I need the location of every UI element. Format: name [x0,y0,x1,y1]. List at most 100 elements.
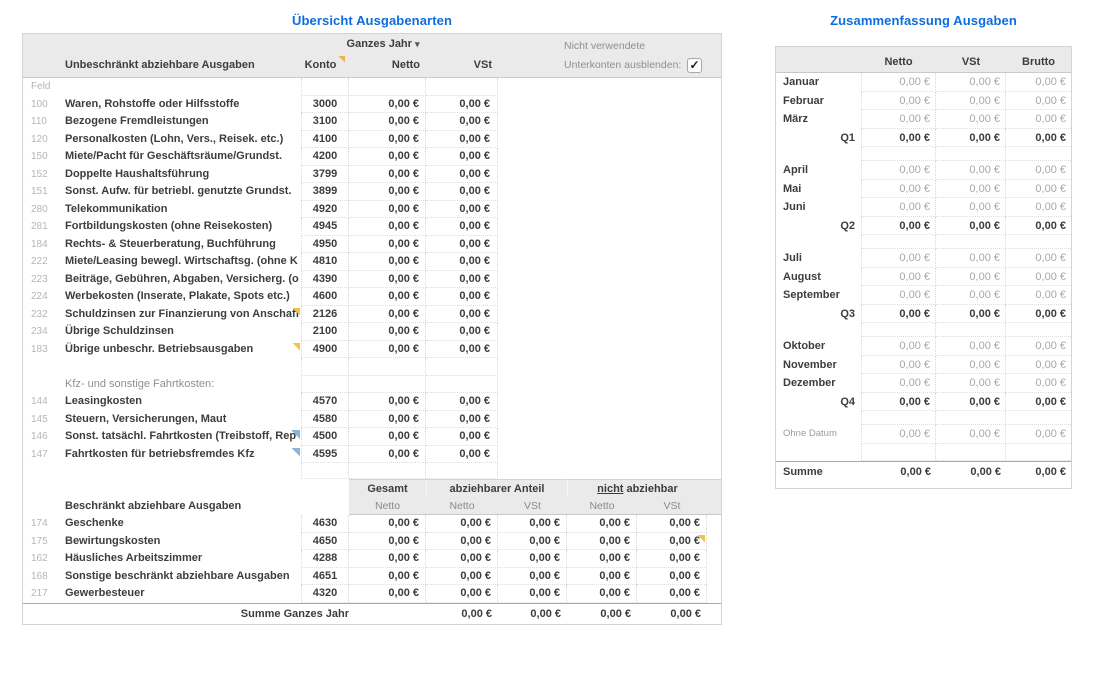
nicht-abziehbar-vst-cell[interactable]: 0,00 € [637,550,707,568]
netto-cell[interactable]: 0,00 € [861,161,936,180]
abziehbar-netto-cell[interactable]: 0,00 € [426,532,498,550]
brutto-cell[interactable] [1006,444,1071,461]
brutto-cell[interactable]: 0,00 € [1006,305,1071,323]
period-label-cell[interactable]: Q3 [840,307,855,320]
gesamt-netto-cell[interactable]: 0,00 € [349,515,426,533]
konto-cell[interactable]: 4580 [301,410,349,428]
vst-cell[interactable]: 0,00 € [936,392,1006,411]
vst-cell[interactable]: 0,00 € [936,161,1006,180]
expense-label-cell[interactable]: Miete/Leasing bewegl. Wirtschaftsg. (ohn… [65,255,298,267]
vst-cell[interactable]: 0,00 € [936,73,1006,92]
hide-subaccounts-checkbox[interactable]: ✓ [687,58,702,73]
konto-cell[interactable]: 4950 [301,235,349,253]
expense-label-cell[interactable]: Personalkosten (Lohn, Vers., Reisek. etc… [65,132,284,145]
netto-cell[interactable]: 0,00 € [349,113,426,131]
vst-cell[interactable]: 0,00 € [936,374,1006,393]
vst-cell[interactable] [426,358,498,376]
abziehbar-netto-cell[interactable]: 0,00 € [426,585,498,603]
brutto-cell[interactable]: 0,00 € [1006,198,1071,217]
vst-cell[interactable]: 0,00 € [426,253,498,271]
netto-cell[interactable]: 0,00 € [349,305,426,323]
netto-cell[interactable]: 0,00 € [349,95,426,113]
nicht-abziehbar-vst-cell[interactable]: 0,00 € [637,532,707,550]
period-label-cell[interactable]: Summe [783,465,823,478]
netto-cell[interactable] [349,358,426,376]
abziehbar-vst-cell[interactable]: 0,00 € [498,532,567,550]
period-label-cell[interactable]: Ohne Datum [783,428,837,439]
expense-label-cell[interactable] [63,78,301,96]
vst-cell[interactable]: 0,00 € [936,286,1006,305]
vst-cell[interactable] [426,78,498,96]
vst-cell[interactable]: 0,00 € [426,305,498,323]
netto-cell[interactable]: 0,00 € [349,218,426,236]
brutto-cell[interactable]: 0,00 € [1006,249,1071,268]
konto-cell[interactable]: 3100 [301,113,349,131]
konto-cell[interactable]: 4320 [301,585,349,603]
expense-label-cell[interactable]: Kfz- und sonstige Fahrtkosten: [65,377,215,390]
konto-cell[interactable]: 4390 [301,270,349,288]
nicht-abziehbar-netto-cell[interactable]: 0,00 € [567,567,637,585]
netto-cell[interactable]: 0,00 € [861,128,936,147]
expense-label-cell[interactable] [63,358,301,376]
konto-cell[interactable]: 3000 [301,95,349,113]
netto-cell[interactable]: 0,00 € [349,410,426,428]
expense-label-cell[interactable]: Beiträge, Gebühren, Abgaben, Versicherg.… [65,272,299,285]
expense-label-cell[interactable]: Steuern, Versicherungen, Maut [65,412,227,425]
konto-cell[interactable]: 4570 [301,393,349,411]
brutto-cell[interactable]: 0,00 € [1006,129,1071,147]
konto-cell[interactable]: 4900 [301,340,349,358]
vst-cell[interactable]: 0,00 € [936,216,1006,235]
vst-cell[interactable]: 0,00 € [936,355,1006,374]
netto-cell[interactable]: 0,00 € [349,270,426,288]
abziehbar-netto-cell[interactable]: 0,00 € [426,567,498,585]
period-label-cell[interactable] [776,147,861,161]
vst-cell[interactable]: 0,00 € [426,445,498,463]
vst-cell[interactable]: 0,00 € [426,288,498,306]
vst-cell[interactable]: 0,00 € [426,148,498,166]
brutto-cell[interactable]: 0,00 € [1006,180,1071,198]
netto-cell[interactable] [861,443,936,461]
period-label-cell[interactable]: März [783,113,809,125]
vst-cell[interactable]: 0,00 € [936,267,1006,286]
vst-cell[interactable]: 0,00 € [426,113,498,131]
vst-cell[interactable]: 0,00 € [936,91,1006,110]
period-label-cell[interactable]: August [783,270,821,283]
brutto-cell[interactable] [1006,411,1071,425]
konto-cell[interactable]: 4500 [301,428,349,446]
vst-cell[interactable] [936,411,1006,425]
expense-label-cell[interactable]: Gewerbesteuer [65,587,145,599]
konto-cell[interactable]: 4600 [301,288,349,306]
netto-cell[interactable]: 0,00 € [861,179,936,198]
expense-label-cell[interactable]: Leasingkosten [65,395,143,407]
abziehbar-vst-cell[interactable]: 0,00 € [498,515,567,533]
vst-cell[interactable] [936,443,1006,461]
brutto-cell[interactable]: 0,00 € [1006,110,1071,129]
brutto-cell[interactable]: 0,00 € [1006,374,1071,393]
vst-cell[interactable]: 0,00 € [426,218,498,236]
vst-cell[interactable]: 0,00 € [426,200,498,218]
netto-cell[interactable]: 0,00 € [349,393,426,411]
netto-cell[interactable] [861,235,936,249]
vst-cell[interactable]: 0,00 € [936,337,1006,356]
brutto-cell[interactable]: 0,00 € [1006,425,1071,444]
konto-cell[interactable]: 4650 [301,532,349,550]
period-label-cell[interactable] [776,411,861,425]
netto-cell[interactable]: 0,00 € [349,323,426,341]
period-label-cell[interactable]: Dezember [783,377,836,389]
vst-cell[interactable]: 0,00 € [936,249,1006,268]
konto-cell[interactable]: 3899 [301,183,349,201]
expense-label-cell[interactable]: Übrige unbeschr. Betriebsausgaben [63,341,301,359]
netto-cell[interactable] [861,411,936,425]
netto-cell[interactable]: 0,00 € [861,392,936,411]
brutto-cell[interactable]: 0,00 € [1006,217,1071,235]
konto-cell[interactable]: 4810 [301,253,349,271]
brutto-cell[interactable]: 0,00 € [1006,286,1071,305]
netto-cell[interactable] [861,323,936,337]
period-dropdown[interactable]: Ganzes Jahr ▾ [303,38,463,50]
netto-cell[interactable]: 0,00 € [861,355,936,374]
netto-cell[interactable]: 0,00 € [861,286,936,305]
gesamt-netto-cell[interactable]: 0,00 € [349,585,426,603]
nicht-abziehbar-netto-cell[interactable]: 0,00 € [567,550,637,568]
vst-cell[interactable]: 0,00 € [426,235,498,253]
expense-label-cell[interactable]: Schuldzinsen zur Finanzierung von Anscha… [65,307,300,320]
